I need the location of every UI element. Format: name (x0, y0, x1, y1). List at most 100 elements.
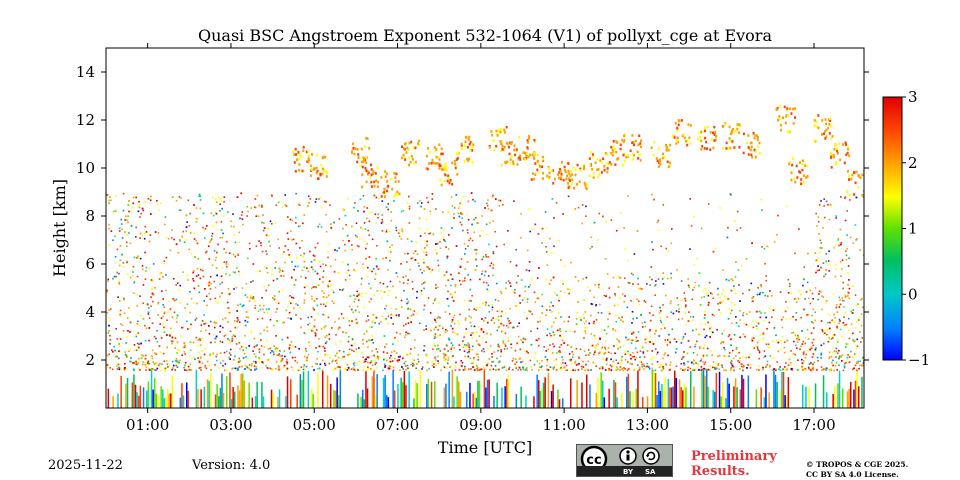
heatmap-cell (597, 343, 599, 345)
heatmap-cell (158, 278, 161, 280)
heatmap-cell (589, 352, 591, 354)
heatmap-cell (325, 340, 328, 343)
heatmap-cell (850, 310, 853, 313)
heatmap-cell (405, 360, 407, 363)
heatmap-cell (735, 355, 737, 357)
heatmap-cell (687, 340, 690, 342)
heatmap-cell (804, 342, 807, 345)
heatmap-cell (365, 257, 367, 260)
heatmap-cell (314, 270, 317, 273)
heatmap-cell (225, 272, 227, 275)
heatmap-cell (576, 363, 579, 366)
heatmap-cell (595, 305, 597, 307)
heatmap-cell (704, 314, 706, 316)
heatmap-cell (504, 332, 507, 335)
heatmap-cell (637, 370, 639, 408)
heatmap-cell (175, 317, 178, 319)
heatmap-cell (747, 375, 750, 408)
heatmap-cell (273, 353, 275, 356)
heatmap-cell (714, 391, 716, 408)
heatmap-cell (201, 350, 203, 352)
heatmap-cell (412, 365, 414, 367)
heatmap-cell (734, 292, 737, 295)
heatmap-cell (440, 232, 443, 235)
heatmap-cell (662, 365, 664, 368)
heatmap-cell (821, 330, 824, 333)
heatmap-cell (552, 368, 555, 371)
heatmap-cell (534, 223, 537, 226)
heatmap-cell (163, 369, 166, 372)
heatmap-cell (471, 337, 474, 339)
heatmap-cell (483, 369, 486, 408)
heatmap-cell (821, 308, 823, 311)
heatmap-cell (275, 361, 278, 363)
heatmap-cell (124, 353, 127, 356)
heatmap-cell (608, 367, 610, 370)
heatmap-cell (756, 368, 758, 371)
heatmap-cell (832, 359, 834, 362)
heatmap-cell (667, 277, 669, 280)
heatmap-cell (203, 237, 206, 239)
heatmap-cell (323, 362, 326, 365)
heatmap-cell (583, 317, 585, 319)
heatmap-cell (485, 387, 487, 408)
heatmap-cell (298, 153, 301, 156)
heatmap-cell (486, 288, 488, 291)
heatmap-cell (307, 323, 309, 326)
heatmap-cell (266, 330, 269, 332)
heatmap-cell (437, 286, 439, 289)
heatmap-cell (760, 198, 763, 201)
heatmap-cell (307, 149, 310, 153)
heatmap-cell (298, 204, 301, 206)
heatmap-cell (538, 362, 541, 365)
heatmap-cell (318, 198, 320, 200)
heatmap-cell (749, 311, 751, 313)
heatmap-cell (802, 340, 805, 343)
heatmap-cell (225, 263, 227, 265)
heatmap-cell (208, 281, 211, 283)
heatmap-cell (841, 335, 844, 338)
heatmap-cell (407, 300, 410, 303)
heatmap-cell (733, 386, 735, 408)
heatmap-cell (564, 265, 566, 268)
heatmap-cell (615, 229, 618, 232)
heatmap-cell (545, 349, 548, 352)
heatmap-cell (651, 367, 654, 370)
heatmap-cell (120, 315, 122, 317)
heatmap-cell (520, 386, 522, 408)
heatmap-cell (829, 321, 831, 324)
heatmap-cell (256, 344, 258, 346)
heatmap-cell (139, 295, 141, 297)
heatmap-cell (375, 265, 378, 267)
heatmap-cell (704, 310, 706, 313)
heatmap-cell (368, 211, 371, 214)
heatmap-cell (261, 367, 263, 369)
heatmap-cell (628, 282, 631, 284)
heatmap-cell (113, 275, 116, 278)
heatmap-cell (843, 362, 846, 365)
heatmap-cell (637, 331, 640, 333)
heatmap-cell (515, 393, 518, 408)
heatmap-cell (497, 319, 500, 321)
heatmap-cell (553, 334, 555, 336)
heatmap-cell (707, 386, 710, 408)
heatmap-cell (811, 367, 814, 370)
heatmap-cell (463, 277, 466, 279)
heatmap-cell (287, 238, 290, 240)
heatmap-cell (809, 302, 812, 305)
heatmap-cell (477, 325, 480, 328)
heatmap-cell (469, 288, 472, 291)
heatmap-cell (484, 270, 487, 273)
heatmap-cell (489, 345, 492, 347)
heatmap-cell (246, 205, 248, 208)
heatmap-cell (826, 321, 829, 324)
heatmap-cell (470, 368, 472, 370)
heatmap-cell (698, 346, 701, 348)
heatmap-cell (617, 362, 619, 365)
heatmap-cell (426, 244, 428, 247)
heatmap-cell (758, 365, 761, 368)
heatmap-cell (173, 311, 176, 314)
heatmap-cell (162, 389, 164, 408)
heatmap-cell (766, 327, 768, 330)
heatmap-cell (506, 347, 509, 350)
